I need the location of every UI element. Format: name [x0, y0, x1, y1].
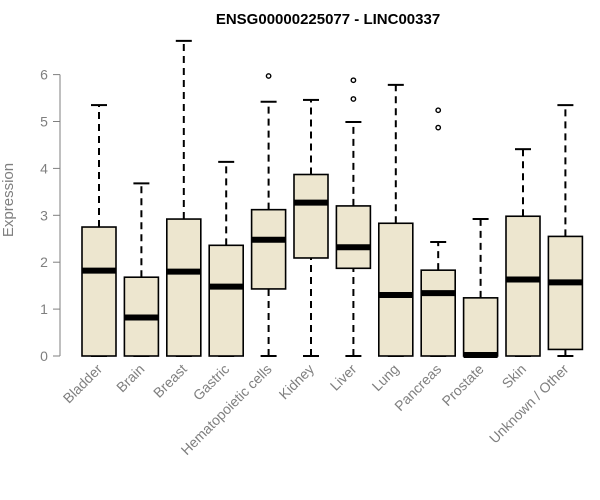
y-axis-label: Expression	[0, 163, 17, 237]
outlier-point	[350, 77, 357, 84]
x-tick-label: Liver	[327, 361, 360, 394]
y-tick-label: 6	[40, 67, 48, 83]
y-tick-label: 1	[40, 301, 48, 317]
x-tick-label: Pancreas	[391, 361, 444, 414]
box-group	[462, 218, 499, 359]
y-tick-label: 3	[40, 207, 48, 223]
box-group	[166, 39, 202, 357]
box-body	[335, 205, 372, 270]
chart-title: ENSG00000225077 - LINC00337	[216, 11, 440, 28]
box-body	[166, 218, 202, 357]
box-body	[462, 297, 499, 357]
x-tick-label: Breast	[150, 361, 190, 401]
x-tick-label: Unknown / Other	[486, 361, 572, 447]
box-group	[377, 83, 414, 357]
y-tick-label: 2	[40, 254, 48, 270]
x-tick-label: Brain	[113, 361, 147, 395]
box-body	[250, 208, 287, 290]
box-body	[547, 235, 584, 351]
outlier-point	[265, 73, 272, 79]
box-group	[250, 73, 287, 357]
boxes-layer	[81, 39, 584, 359]
y-tick-label: 4	[40, 160, 48, 176]
box-group	[123, 182, 160, 357]
box-body	[505, 215, 541, 357]
y-axis: 0 1 2 3 4 5 6	[40, 67, 61, 364]
box-body	[293, 173, 329, 259]
box-body	[208, 244, 244, 357]
x-tick-label: Bladder	[60, 361, 106, 407]
box-group	[293, 98, 329, 357]
outlier-point	[435, 107, 442, 114]
box-group	[81, 104, 117, 357]
box-body	[81, 226, 117, 357]
box-group	[420, 107, 457, 357]
y-tick-label: 5	[40, 114, 48, 130]
outlier-point	[435, 124, 442, 131]
box-body	[377, 222, 414, 357]
box-group	[335, 77, 372, 357]
x-tick-label: Lung	[369, 361, 402, 394]
outlier-point	[350, 96, 357, 102]
box-group	[547, 104, 584, 357]
x-tick-label: Prostate	[439, 361, 487, 409]
x-tick-label: Skin	[499, 361, 530, 392]
x-tick-label: Kidney	[276, 361, 318, 403]
y-tick-label: 0	[40, 348, 48, 364]
box-body	[420, 269, 457, 357]
box-group	[505, 148, 541, 357]
box-group	[208, 160, 244, 357]
